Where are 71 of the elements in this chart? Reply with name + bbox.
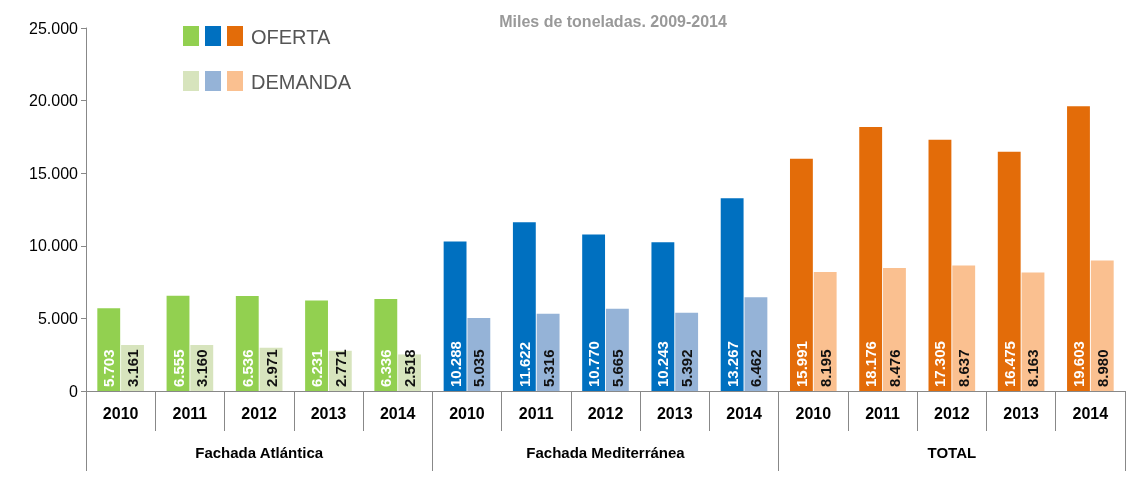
bar	[789, 158, 813, 391]
y-tick-label: 10.000	[29, 237, 79, 255]
y-tick-label: 20.000	[29, 92, 79, 110]
data-label: 8.476	[885, 349, 903, 387]
data-label: 10.243	[654, 341, 672, 387]
data-label: 5.035	[470, 349, 488, 387]
bar	[582, 234, 606, 391]
text: TOTAL	[927, 444, 977, 461]
bar	[720, 198, 744, 391]
bar	[952, 265, 976, 391]
x-tick-label: 2010	[102, 404, 139, 422]
legend-label: DEMANDA	[251, 71, 352, 93]
x-tick-label: 2010	[449, 404, 485, 422]
x-tick-label: 2012	[587, 404, 624, 422]
data-label: 5.392	[678, 349, 696, 387]
data-label: 13.267	[723, 341, 741, 387]
data-label: 17.305	[931, 341, 949, 387]
data-label: 8.637	[955, 349, 973, 387]
data-label: 8.980	[1093, 349, 1111, 387]
x-tick-label: 2014	[726, 404, 762, 422]
y-tick-label: 15.000	[29, 164, 79, 182]
chart-title: Miles de toneladas. 2009-2014	[499, 12, 727, 30]
data-label: 10.288	[446, 341, 464, 387]
bar	[443, 241, 467, 391]
data-label: 5.316	[539, 349, 557, 387]
x-tick-label: 2014	[379, 404, 416, 422]
data-label: 6.336	[377, 349, 395, 387]
data-label: 5.665	[608, 349, 626, 387]
legend-label: OFERTA	[251, 26, 331, 48]
x-tick-label: 2010	[795, 404, 832, 422]
data-label: 10.770	[585, 341, 603, 387]
bar	[997, 151, 1021, 391]
text: Fachada Atlántica	[195, 444, 324, 461]
x-tick-label: 2013	[310, 404, 347, 422]
data-label: 2.971	[262, 349, 280, 387]
data-label: 16.475	[1000, 341, 1018, 387]
data-label: 3.160	[193, 349, 211, 387]
x-tick-label: 2013	[1003, 404, 1039, 422]
data-label: 6.536	[238, 349, 256, 387]
data-label: 6.231	[308, 349, 326, 387]
x-tick-label: 2013	[656, 404, 693, 422]
x-tick-label: 2014	[1072, 404, 1109, 422]
y-tick-label: 25.000	[29, 19, 79, 37]
x-tick-label: 2011	[172, 404, 208, 422]
data-label: 6.555	[169, 349, 187, 387]
data-label: 2.518	[401, 349, 419, 387]
data-label: 11.622	[515, 341, 533, 387]
bar	[859, 127, 883, 391]
x-tick-label: 2012	[934, 404, 970, 422]
text: Fachada Mediterránea	[526, 444, 686, 461]
y-tick-label: 0	[69, 382, 79, 400]
bar	[651, 242, 675, 391]
bar	[813, 272, 837, 391]
bar	[512, 222, 536, 391]
data-label: 3.161	[124, 349, 142, 387]
bar	[1067, 106, 1090, 391]
x-tick-label: 2011	[518, 404, 554, 422]
data-label: 2.771	[331, 349, 349, 387]
x-tick-label: 2011	[865, 404, 901, 422]
bar	[883, 267, 906, 391]
data-label: 19.603	[1069, 341, 1087, 387]
data-label: 6.462	[747, 349, 765, 387]
data-label: 8.163	[1024, 349, 1042, 387]
data-label: 8.195	[816, 349, 834, 387]
x-tick-label: 2012	[241, 404, 278, 422]
data-label: 15.991	[792, 341, 810, 387]
y-tick-label: 5.000	[37, 309, 79, 327]
data-label: 18.176	[862, 341, 880, 387]
bar	[1090, 260, 1114, 391]
bar	[928, 139, 952, 391]
data-label: 5.703	[100, 349, 118, 387]
